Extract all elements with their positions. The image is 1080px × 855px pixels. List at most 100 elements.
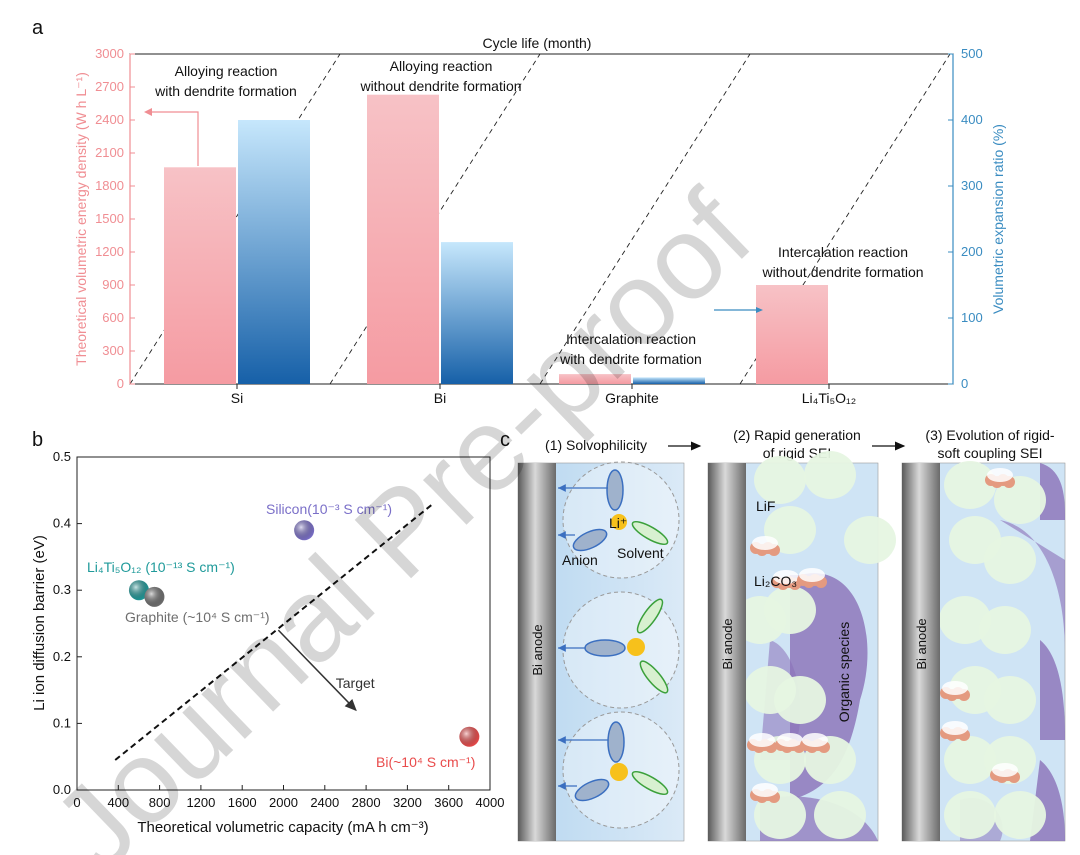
energy-density-bar [367,94,439,384]
panel-a-top-axis-label: Cycle life (month) [483,35,592,51]
left-tick-label: 2100 [95,145,124,160]
left-tick-label: 300 [102,343,124,358]
label-silicon: Silicon(10⁻³ S cm⁻¹) [266,501,392,517]
left-tick-label: 900 [102,277,124,292]
left-tick-label: 0 [117,376,124,391]
energy-density-bar [559,374,631,384]
category-label: Bi [434,390,446,406]
anion-molecule [574,778,610,802]
panel-b-y-ticks: 0.0 0.1 0.2 0.3 0.4 0.5 [53,449,82,797]
lif-particle [754,791,806,839]
lif-particle [804,451,856,499]
annotation-lto-line1: Intercalation reaction [778,244,908,260]
lif-particle [984,536,1036,584]
li2co3-particle [752,783,778,797]
lif-particle [754,456,806,504]
li-ion-label: Li⁺ [609,515,627,531]
schematic-step2: Bi anode LiF Li₂CO₃ Organic species [707,451,896,842]
data-point-highlight [128,580,149,601]
left-tick-label: 1500 [95,211,124,226]
left-axis-indicator-arrow [152,111,199,166]
panel-b-points [128,520,480,747]
panel-b-chart: 0.0 0.1 0.2 0.3 0.4 0.5 0 400 800 1200 1600 2000 24… [31,449,504,836]
li-ion [627,638,645,656]
expansion-ratio-bar [238,120,310,384]
target-label: Target [336,675,375,691]
solvent-label: Solvent [617,545,664,561]
data-point-highlight [294,520,315,541]
lif-particle [764,586,816,634]
solvent-molecule [636,598,664,634]
x-tick-label: 1600 [228,795,257,810]
organic-species-region [1000,520,1065,650]
energy-density-bar [164,167,236,384]
x-tick-label: 2000 [269,795,298,810]
panel-a-label: a [32,17,44,39]
li2co3-particle [752,536,778,550]
lif-label: LiF [756,498,775,514]
y-tick-label: 0.0 [53,782,71,797]
right-tick-label: 300 [961,178,983,193]
energy-density-bar [756,285,828,384]
step3-title-line1: (3) Evolution of rigid- [925,427,1055,443]
lif-particle [984,676,1036,724]
li2co3-particle [942,721,968,735]
lif-particle [774,676,826,724]
category-label: Graphite [605,390,659,406]
step3-sei-layer [939,461,1065,841]
right-tick-label: 500 [961,46,983,61]
annotation-lto-line2: without dendrite formation [761,264,923,280]
y-tick-label: 0.4 [53,516,71,531]
x-tick-label: 2800 [352,795,381,810]
left-tick-label: 2400 [95,112,124,127]
lif-particle [979,606,1031,654]
step3-bi-anode [902,463,940,841]
schematic-headers: (1) Solvophilicity (2) Rapid generation … [545,427,1055,461]
x-tick-label: 3200 [393,795,422,810]
y-tick-label: 0.3 [53,582,71,597]
right-tick-label: 200 [961,244,983,259]
left-tick-label: 2700 [95,79,124,94]
li2co3-particle [773,570,799,584]
panel-b-x-axis-label: Theoretical volumetric capacity (mA h cm… [137,819,428,836]
panel-b-label: b [32,429,43,451]
organic-species-region [1040,463,1065,520]
data-point-highlight [144,586,165,607]
y-tick-label: 0.2 [53,649,71,664]
left-tick-label: 1800 [95,178,124,193]
annotation-bi-line2: without dendrite formation [359,78,521,94]
step3-title-line2: soft coupling SEI [937,445,1042,461]
lif-particle [944,736,996,784]
panel-c-label: c [500,429,510,451]
schematic-step3: Bi anode [901,461,1066,842]
solvent-molecule [639,660,669,694]
anion-label: Anion [562,552,598,568]
target-arrow [277,629,357,712]
step1-bi-anode [518,463,556,841]
left-tick-label: 3000 [95,46,124,61]
step2-bi-anode [708,463,746,841]
dashed-guide-line [539,53,751,385]
solvent-molecule [631,770,669,796]
lif-particle [994,476,1046,524]
category-label: Si [231,390,243,406]
li2co3-label: Li₂CO₃ [754,573,797,589]
y-tick-label: 0.5 [53,449,71,464]
anion-molecule [607,721,625,763]
x-tick-label: 4000 [476,795,505,810]
schematic-step1: Bi anode Li⁺ Anion Solvent [517,461,685,842]
lif-particle [939,596,991,644]
label-bi: Bi(~10⁴ S cm⁻¹) [376,754,475,770]
annotation-graphite-line1: Intercalation reaction [566,331,696,347]
x-tick-label: 3600 [434,795,463,810]
panel-a-y2-axis-label: Volumetric expansion ratio (%) [990,124,1006,314]
li2co3-particle [777,733,803,747]
organic-species-region [1040,640,1065,740]
trend-line [114,502,434,761]
panel-b-x-ticks: 0 400 800 1200 1600 2000 2400 2800 3200 3600 4000 [73,785,504,810]
x-tick-label: 0 [73,795,80,810]
lif-particle [944,461,996,509]
step2-sei-layer [734,451,896,841]
